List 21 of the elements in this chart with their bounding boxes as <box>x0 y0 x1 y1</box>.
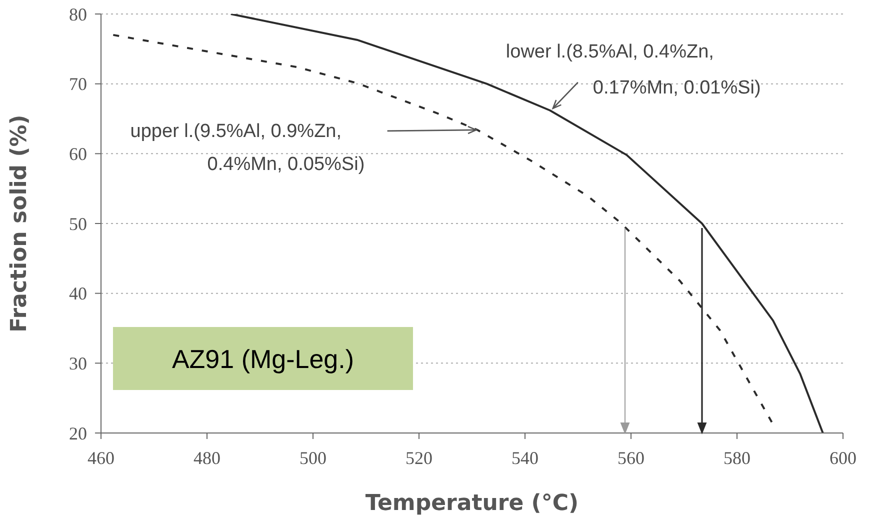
y-tick-label: 50 <box>69 214 87 234</box>
x-tick-label: 600 <box>830 448 856 468</box>
x-tick-label: 560 <box>618 448 644 468</box>
y-tick-label: 80 <box>69 4 87 24</box>
y-tick-label: 60 <box>69 144 87 164</box>
y-axis-title: Fraction solid (%) <box>6 114 32 332</box>
x-tick-label: 580 <box>724 448 750 468</box>
y-tick-label: 70 <box>69 74 87 94</box>
x-axis-title: Temperature (°C) <box>365 491 579 516</box>
x-tick-label: 500 <box>300 448 326 468</box>
annotation: AZ91 (Mg-Leg.) <box>172 344 354 374</box>
y-tick-label: 30 <box>69 354 87 374</box>
x-tick-label: 460 <box>88 448 114 468</box>
y-tick-label: 20 <box>69 423 87 444</box>
annotation: lower l.(8.5%Al, 0.4%Zn, 0.17%Mn, 0.01%Si) <box>506 41 761 98</box>
y-tick-label: 40 <box>69 284 87 304</box>
annotation: upper l.(9.5%Al, 0.9%Zn, 0.4%Mn, 0.05%Si) <box>130 120 365 175</box>
line-series <box>112 34 773 424</box>
x-tick-label: 520 <box>406 448 432 468</box>
x-tick-label: 480 <box>194 448 220 468</box>
x-tick-label: 540 <box>512 448 538 468</box>
